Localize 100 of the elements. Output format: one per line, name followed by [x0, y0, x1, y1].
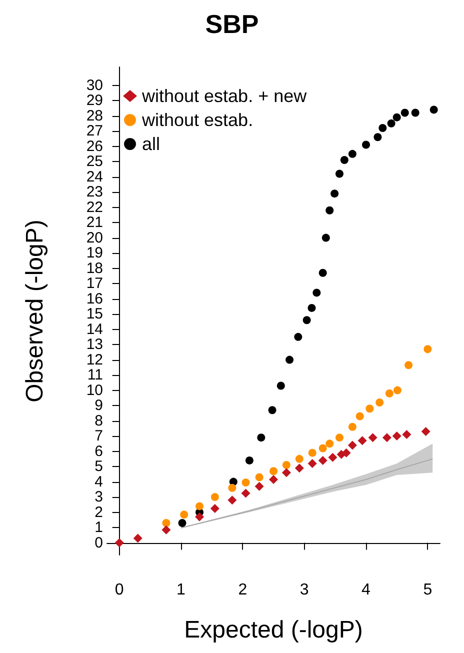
point [318, 456, 328, 465]
point [308, 304, 316, 312]
point [308, 459, 317, 468]
point [335, 434, 344, 442]
point [286, 356, 294, 364]
point [178, 518, 186, 527]
x-tick-label: 5 [423, 582, 432, 598]
y-tick-label: 4 [94, 473, 103, 490]
point [340, 156, 348, 164]
y-tick-label: 23 [86, 184, 103, 201]
point [326, 440, 334, 448]
y-tick-label: 17 [86, 275, 103, 292]
point [392, 113, 401, 122]
point [318, 268, 327, 277]
x-tick-label: 2 [238, 582, 248, 598]
y-tick-label: 5 [94, 458, 103, 476]
point [162, 518, 170, 527]
y-tick-label: 1 [94, 519, 103, 536]
point [312, 288, 321, 297]
point [335, 170, 344, 178]
point [322, 234, 330, 242]
y-tick-label: 2 [94, 504, 103, 521]
point [356, 412, 364, 420]
point [385, 389, 394, 398]
point [276, 382, 285, 390]
point [402, 430, 412, 440]
point [228, 484, 236, 492]
point [294, 332, 302, 341]
y-tick-label: 11 [87, 366, 103, 384]
point [326, 206, 334, 214]
point [210, 504, 220, 513]
point [330, 190, 339, 198]
point [196, 502, 204, 510]
point [392, 432, 402, 441]
x-tick-label: 1 [176, 582, 186, 598]
point [242, 478, 250, 487]
point [376, 398, 384, 406]
point [228, 496, 237, 505]
point [114, 538, 124, 548]
y-tick-label: 30 [86, 76, 103, 94]
x-tick-label: 0 [114, 582, 124, 598]
legend-label: all [142, 134, 160, 154]
y-tick-label: 12 [86, 351, 103, 368]
y-tick-label: 9 [94, 397, 103, 414]
point [362, 140, 370, 149]
y-tick-label: 29 [86, 92, 103, 110]
legend-label: without estab. [141, 110, 254, 130]
legend-label: without estab. + new [141, 86, 308, 106]
y-tick-label: 0 [94, 534, 103, 552]
point [295, 454, 304, 463]
point [162, 525, 171, 534]
point [282, 468, 291, 478]
point [348, 440, 357, 450]
y-tick-label: 7 [94, 428, 103, 445]
point [328, 452, 338, 462]
point [294, 464, 304, 473]
x-tick-label: 4 [362, 582, 371, 598]
point [424, 345, 432, 354]
point [318, 444, 327, 452]
point [378, 124, 387, 132]
y-tick-label: 14 [86, 320, 103, 338]
y-tick-label: 19 [86, 244, 103, 262]
point [400, 108, 409, 117]
point [411, 108, 420, 117]
point [404, 361, 413, 370]
point [366, 404, 374, 413]
point [245, 456, 254, 464]
y-tick-label: 18 [86, 260, 103, 277]
point [308, 448, 316, 457]
y-tick-label: 24 [86, 168, 103, 186]
point [302, 316, 311, 324]
point [180, 510, 188, 519]
point [241, 488, 250, 498]
y-tick-label: 25 [86, 153, 103, 170]
y-tick-label: 21 [86, 214, 103, 232]
point [195, 512, 204, 522]
point [348, 422, 356, 431]
y-tick-label: 13 [86, 336, 103, 354]
point [210, 493, 219, 502]
point [133, 534, 142, 543]
y-tick-label: 3 [94, 488, 103, 506]
point [348, 150, 356, 158]
point [254, 482, 264, 491]
point [268, 406, 276, 414]
point [393, 386, 402, 394]
point [374, 133, 382, 142]
point [368, 433, 378, 442]
point [270, 467, 278, 476]
y-tick-label: 6 [94, 442, 103, 460]
x-axis-title: Expected (-logP) [184, 616, 363, 644]
y-tick-label: 15 [86, 306, 103, 323]
point [257, 434, 266, 442]
chart-title: SBP [205, 9, 259, 39]
y-axis-title: Observed (-logP) [22, 220, 48, 402]
x-tick-label: 3 [300, 582, 309, 598]
point [421, 426, 430, 436]
y-tick-label: 22 [86, 198, 103, 216]
y-tick-label: 26 [86, 138, 103, 155]
point [282, 461, 290, 470]
point [255, 473, 264, 482]
